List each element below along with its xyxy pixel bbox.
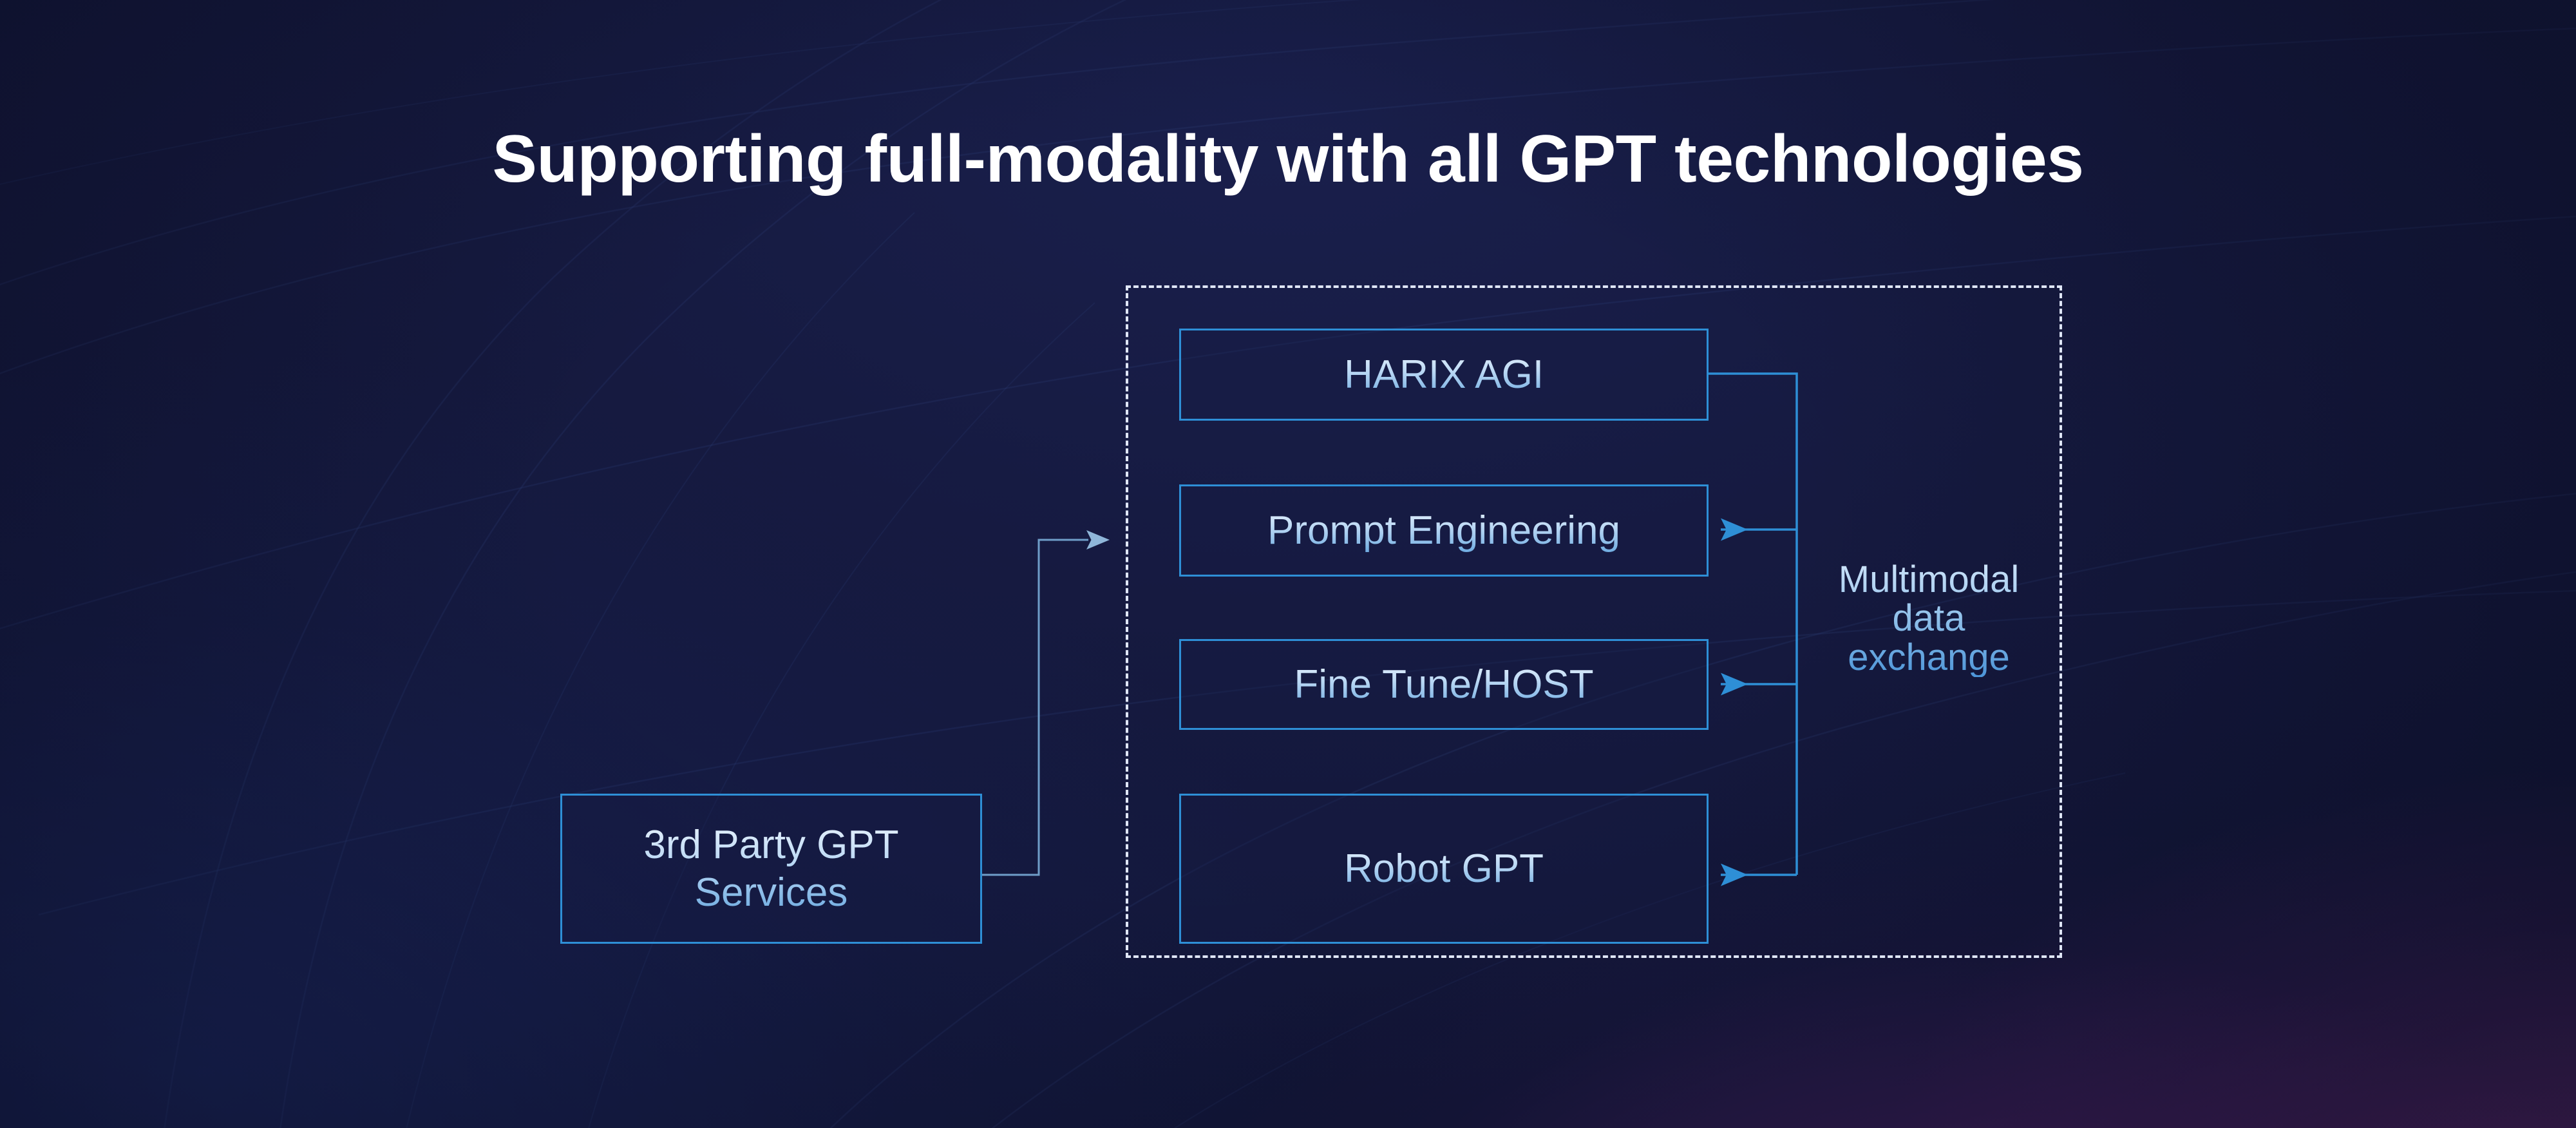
node-prompt-engineering[interactable]: Prompt Engineering bbox=[1179, 484, 1709, 577]
platform-boundary-dashed-rect bbox=[1126, 285, 2062, 958]
node-harix-agi[interactable]: HARIX AGI bbox=[1179, 329, 1709, 421]
node-third-party-line2: Services bbox=[694, 870, 848, 915]
caption-line-3: exchange bbox=[1848, 636, 2010, 678]
node-fine-tune-host[interactable]: Fine Tune/HOST bbox=[1179, 639, 1709, 730]
node-harix-agi-label: HARIX AGI bbox=[1331, 351, 1557, 398]
node-third-party-gpt-services-label: 3rd Party GPT Services bbox=[630, 821, 911, 915]
slide-title: Supporting full-modality with all GPT te… bbox=[492, 122, 2085, 196]
caption-line-2: data bbox=[1892, 597, 1965, 640]
caption-line-1: Multimodal bbox=[1838, 559, 2020, 600]
node-prompt-engineering-label: Prompt Engineering bbox=[1255, 507, 1633, 554]
node-fine-tune-host-label: Fine Tune/HOST bbox=[1281, 661, 1606, 708]
node-third-party-line1: 3rd Party GPT bbox=[643, 823, 899, 868]
node-third-party-gpt-services[interactable]: 3rd Party GPT Services bbox=[560, 794, 982, 944]
node-robot-gpt-label: Robot GPT bbox=[1331, 845, 1557, 892]
multimodal-data-exchange-caption: Multimodal data exchange bbox=[1797, 560, 2061, 677]
node-robot-gpt[interactable]: Robot GPT bbox=[1179, 794, 1709, 944]
